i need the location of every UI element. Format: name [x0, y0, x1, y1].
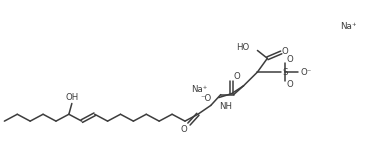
Text: Na⁺: Na⁺	[340, 22, 357, 31]
Text: ⁻O: ⁻O	[201, 94, 212, 103]
Text: O: O	[233, 72, 240, 81]
Text: Na⁺: Na⁺	[191, 85, 207, 94]
Text: O: O	[287, 80, 294, 89]
Text: O: O	[282, 47, 289, 56]
Text: O: O	[180, 125, 187, 134]
Text: O⁻: O⁻	[300, 68, 312, 76]
Text: OH: OH	[65, 93, 78, 102]
Text: O: O	[287, 55, 294, 64]
Text: HO: HO	[236, 43, 250, 52]
Text: S: S	[283, 68, 288, 76]
Text: NH: NH	[219, 102, 232, 111]
